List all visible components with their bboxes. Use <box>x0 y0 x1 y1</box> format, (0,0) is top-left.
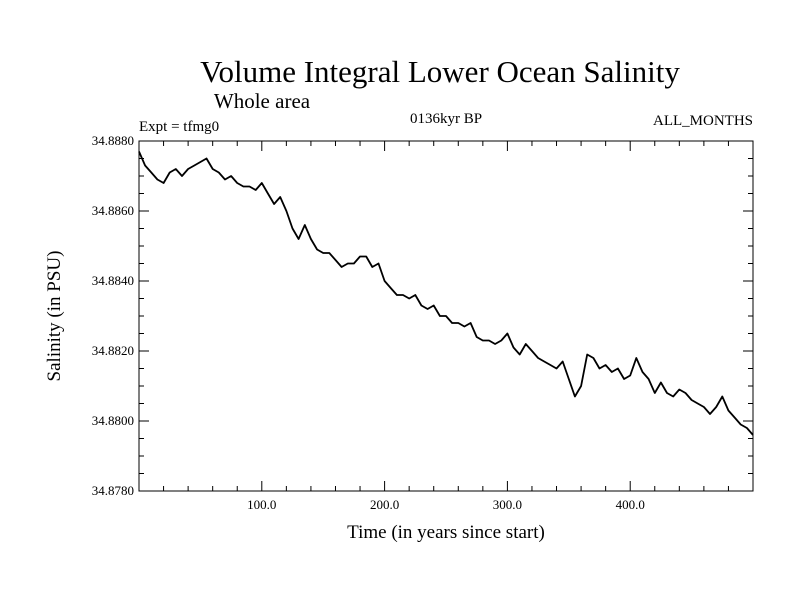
chart-title: Volume Integral Lower Ocean Salinity <box>200 54 680 89</box>
y-tick-label: 34.8840 <box>92 273 134 288</box>
x-axis-label: Time (in years since start) <box>347 522 545 543</box>
y-tick-label: 34.8780 <box>92 483 134 498</box>
months-label: ALL_MONTHS <box>653 113 753 129</box>
chart-subtitle: Whole area <box>214 89 311 113</box>
x-tick-label: 300.0 <box>493 497 522 512</box>
salinity-series-line <box>138 151 754 436</box>
x-tick-label: 400.0 <box>616 497 645 512</box>
x-tick-label: 100.0 <box>247 497 276 512</box>
experiment-label: Expt = tfmg0 <box>139 119 219 135</box>
x-tick-label: 200.0 <box>370 497 399 512</box>
tick-labels: 100.0 200.0 300.0 400.0 34.8780 34.8800 34.882… <box>92 133 645 512</box>
axis-ticks <box>139 140 753 492</box>
period-label: 0136kyr BP <box>410 111 482 127</box>
y-axis-label: Salinity (in PSU) <box>44 251 65 382</box>
y-tick-label: 34.8800 <box>92 413 134 428</box>
y-tick-label: 34.8860 <box>92 203 134 218</box>
y-tick-label: 34.8820 <box>92 343 134 358</box>
y-tick-label: 34.8880 <box>92 133 134 148</box>
